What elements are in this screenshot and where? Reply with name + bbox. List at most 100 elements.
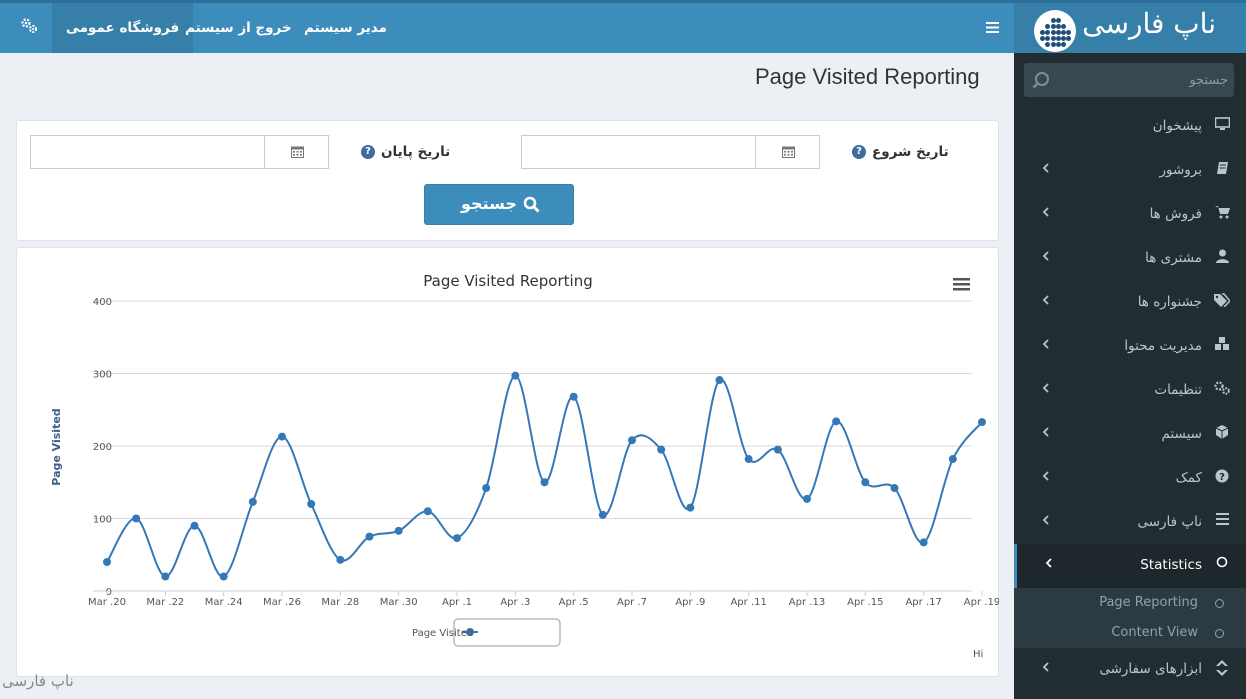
sidebar-item-7[interactable]: سیستم xyxy=(1014,413,1246,457)
data-point xyxy=(394,526,403,535)
x-tick-label: Apr .15 xyxy=(847,597,883,608)
brand-logo-icon xyxy=(1034,10,1076,52)
circle-icon xyxy=(1214,556,1230,572)
sort-icon xyxy=(1214,660,1230,676)
y-tick-label: 300 xyxy=(93,370,112,381)
sidebar-item-label: ناپ فارسی xyxy=(1137,514,1202,530)
sidebar-item-1[interactable]: بروشور xyxy=(1014,149,1246,193)
data-point xyxy=(336,555,345,564)
page-title: Page Visited Reporting xyxy=(755,64,980,89)
sidebar-search-input[interactable] xyxy=(1060,63,1228,97)
submenu-content-view[interactable]: Content View xyxy=(1014,618,1246,648)
brand-header[interactable]: ناپ فارسی xyxy=(1014,0,1246,53)
data-point xyxy=(365,532,374,541)
x-tick-label: Mar .26 xyxy=(263,597,301,608)
sidebar-item-10[interactable]: Statistics xyxy=(1014,544,1246,588)
sidebar-item-8[interactable]: ? کمک xyxy=(1014,457,1246,501)
legend-box xyxy=(453,618,561,647)
data-point xyxy=(686,503,695,512)
x-tick-label: Mar .28 xyxy=(321,597,359,608)
end-date-label: ? تاریخ پایان xyxy=(361,144,450,160)
list-icon xyxy=(1214,513,1230,529)
chart-title: Page Visited Reporting xyxy=(423,272,592,290)
sidebar-search xyxy=(1024,63,1234,97)
data-point xyxy=(482,484,491,493)
data-point xyxy=(773,445,782,454)
book-icon xyxy=(1214,161,1230,177)
sidebar-item-3[interactable]: مشتری ها xyxy=(1014,237,1246,281)
sidebar-item-label: تنظیمات xyxy=(1154,382,1202,398)
x-tick-label: Apr .3 xyxy=(500,597,530,608)
top-navbar: فروشگاه عمومی خروج از سیستم مدیر سیستم xyxy=(0,0,1014,53)
sidebar-item-0[interactable]: پیشخوان xyxy=(1014,105,1246,149)
chevron-left-icon xyxy=(1042,249,1050,265)
search-button[interactable]: جستجو xyxy=(424,184,574,225)
x-tick-label: Mar .22 xyxy=(146,597,184,608)
data-point xyxy=(219,572,228,581)
data-point xyxy=(540,478,549,487)
data-point xyxy=(861,478,870,487)
x-tick-label: Apr .17 xyxy=(905,597,941,608)
submenu-label: Content View xyxy=(1111,625,1198,640)
sidebar-item-5[interactable]: مدیریت محتوا xyxy=(1014,325,1246,369)
x-tick-label: Apr .19 xyxy=(964,597,999,608)
search-icon xyxy=(523,196,540,213)
sidebar-item-4[interactable]: جشنواره ها xyxy=(1014,281,1246,325)
x-tick-label: Apr .1 xyxy=(442,597,472,608)
y-tick-label: 400 xyxy=(93,297,112,308)
calendar-icon xyxy=(291,146,304,158)
series-line xyxy=(106,374,983,578)
start-date-calendar[interactable] xyxy=(755,136,819,168)
search-icon[interactable] xyxy=(1032,71,1050,89)
circle-icon xyxy=(1215,599,1224,608)
sidebar-item-label: جشنواره ها xyxy=(1137,294,1202,310)
data-point xyxy=(628,436,636,445)
x-tick-label: Mar .24 xyxy=(205,597,243,608)
submenu-page-reporting[interactable]: Page Reporting xyxy=(1014,588,1246,618)
filter-panel: ? تاریخ پایان ? تاریخ شروع xyxy=(16,120,999,241)
end-date-calendar[interactable] xyxy=(264,136,328,168)
sidebar-item-label: مدیریت محتوا xyxy=(1124,338,1202,354)
chevron-left-icon xyxy=(1042,381,1050,397)
chevron-left-icon xyxy=(1042,337,1050,353)
sidebar-item-6[interactable]: تنظیمات xyxy=(1014,369,1246,413)
data-point xyxy=(278,432,286,441)
admin-link[interactable]: مدیر سیستم xyxy=(304,20,387,36)
sidebar-item-label: کمک xyxy=(1175,470,1202,486)
y-tick-label: 0 xyxy=(106,587,112,598)
data-point xyxy=(161,572,170,581)
search-button-label: جستجو xyxy=(461,194,517,213)
brand-name: ناپ فارسی xyxy=(1082,7,1216,40)
cubes-icon xyxy=(1214,337,1230,353)
cube-icon xyxy=(1214,425,1230,441)
line-chart: Page Visited Reporting 0 100 200 300 400 Page … xyxy=(50,272,999,660)
cart-icon xyxy=(1214,205,1230,221)
sidebar: پیشخوان بروشور فروش ها مشتری ها جشنواره ها مد… xyxy=(1014,53,1246,699)
legend-marker xyxy=(466,628,474,636)
start-date-field[interactable] xyxy=(521,135,820,169)
x-tick-label: Apr .7 xyxy=(617,597,647,608)
data-point xyxy=(190,521,199,530)
end-date-field[interactable] xyxy=(30,135,329,169)
sidebar-item-11[interactable]: ابزارهای سفارشی xyxy=(1014,648,1246,692)
chevron-left-icon xyxy=(1042,469,1050,485)
chevron-left-icon xyxy=(1042,293,1050,309)
logout-link[interactable]: خروج از سیستم xyxy=(185,20,292,36)
watermark: ناپ فارسی xyxy=(2,672,74,690)
settings-gear-icon[interactable] xyxy=(20,17,38,35)
data-point xyxy=(657,445,666,454)
store-link[interactable]: فروشگاه عمومی xyxy=(52,3,194,53)
start-date-label: ? تاریخ شروع xyxy=(852,144,949,160)
sidebar-item-2[interactable]: فروش ها xyxy=(1014,193,1246,237)
data-point xyxy=(890,484,899,493)
sidebar-toggle-icon[interactable] xyxy=(986,22,999,33)
chart-menu-icon[interactable] xyxy=(953,278,970,291)
x-tick-label: Mar .20 xyxy=(88,597,126,608)
calendar-icon xyxy=(782,146,795,158)
sidebar-item-9[interactable]: ناپ فارسی xyxy=(1014,501,1246,545)
data-point xyxy=(715,376,724,385)
data-point xyxy=(948,455,957,464)
data-point xyxy=(832,417,841,426)
chart-panel xyxy=(16,247,999,677)
sidebar-item-label: مشتری ها xyxy=(1145,250,1202,266)
